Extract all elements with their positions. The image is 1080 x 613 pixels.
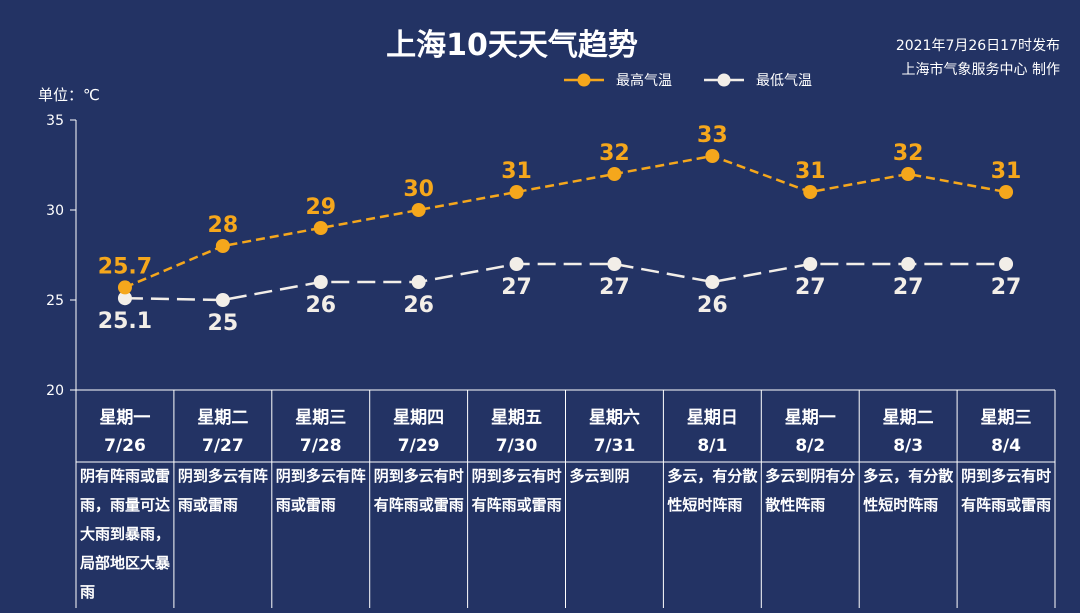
weekday-label: 星期三 — [295, 408, 346, 428]
date-label: 7/29 — [398, 436, 440, 456]
low-temp-point — [999, 257, 1014, 271]
weather-description: 多云，有分散性短时阵雨 — [863, 467, 954, 514]
low-temp-data-label: 25.1 — [98, 309, 152, 334]
low-temp-data-label: 27 — [501, 275, 532, 300]
date-label: 7/31 — [594, 436, 636, 456]
weekday-label: 星期一 — [99, 408, 150, 428]
high-temp-data-label: 28 — [208, 213, 239, 238]
weekday-label: 星期日 — [687, 408, 738, 428]
weekday-label: 星期三 — [981, 408, 1032, 428]
high-temp-point — [313, 221, 328, 235]
low-temp-point — [117, 291, 132, 306]
high-temp-data-label: 31 — [991, 159, 1022, 184]
weather-description: 阴到多云有阵雨或雷雨 — [275, 467, 366, 514]
low-temp-line — [124, 262, 1007, 302]
high-temp-data-label: 32 — [599, 141, 630, 166]
low-temp-data-label: 27 — [991, 275, 1022, 300]
weather-description: 阴到多云有阵雨或雷雨 — [177, 467, 268, 514]
weather-description: 阴有阵雨或雷雨，雨量可达大雨到暴雨，局部地区大暴雨 — [80, 467, 171, 601]
publish-info: 2021年7月26日17时发布 上海市气象服务中心 制作 — [896, 34, 1060, 82]
date-label: 7/26 — [104, 436, 146, 456]
legend-item-low: 最低气温 — [702, 70, 812, 90]
low-temp-point — [607, 257, 622, 271]
weather-description: 多云到阴 — [569, 467, 630, 485]
weather-description: 多云，有分散性短时阵雨 — [667, 467, 758, 514]
legend: 最高气温 最低气温 — [562, 70, 812, 90]
date-label: 8/4 — [991, 436, 1021, 456]
low-temp-data-label: 26 — [305, 293, 336, 318]
low-temp-data-label: 27 — [893, 275, 924, 300]
weekday-label: 星期二 — [883, 408, 934, 428]
low-temp-data-label: 27 — [599, 275, 630, 300]
legend-marker-low — [704, 73, 744, 87]
weekday-label: 星期六 — [589, 407, 640, 428]
high-temp-data-label: 25.7 — [98, 254, 152, 279]
legend-label-low: 最低气温 — [756, 73, 812, 89]
weekday-label: 星期二 — [197, 408, 248, 428]
high-temp-point — [901, 167, 916, 181]
high-temp-point — [509, 185, 524, 199]
low-temp-point — [803, 257, 818, 271]
weather-description: 阴到多云有时有阵雨或雷雨 — [471, 467, 562, 514]
high-temp-data-label: 33 — [697, 123, 728, 148]
high-temp-point — [705, 149, 720, 163]
high-temp-point — [803, 185, 818, 199]
publisher: 上海市气象服务中心 制作 — [901, 62, 1060, 78]
weekday-label: 星期一 — [785, 408, 836, 428]
high-temp-data-label: 31 — [795, 159, 826, 184]
high-temp-data-label: 31 — [501, 159, 532, 184]
date-label: 7/28 — [300, 436, 342, 456]
high-temp-data-label: 29 — [305, 195, 336, 220]
weather-description: 阴到多云有时有阵雨或雷雨 — [961, 467, 1052, 514]
low-temp-point — [215, 293, 230, 307]
high-temp-data-label: 30 — [403, 177, 434, 202]
high-temp-line — [124, 154, 1007, 289]
unit-label: 单位：℃ — [38, 86, 100, 104]
low-temp-data-label: 26 — [403, 293, 434, 318]
low-temp-point — [313, 275, 328, 289]
date-label: 7/30 — [496, 436, 538, 456]
publish-time: 2021年7月26日17时发布 — [895, 38, 1060, 54]
legend-marker-high — [564, 73, 604, 87]
high-temp-point — [607, 167, 622, 181]
high-temp-point — [411, 203, 426, 217]
y-tick-label: 30 — [46, 203, 64, 219]
low-temp-data-label: 26 — [697, 293, 728, 318]
low-temp-point — [901, 257, 916, 271]
date-label: 8/3 — [893, 436, 923, 456]
low-temp-point — [705, 275, 720, 289]
date-label: 7/27 — [202, 436, 244, 456]
weather-description: 多云到阴有分散性阵雨 — [765, 467, 856, 514]
legend-item-high: 最高气温 — [562, 70, 672, 90]
low-temp-data-label: 27 — [795, 275, 826, 300]
weather-description: 阴到多云有时有阵雨或雷雨 — [373, 467, 464, 514]
weekday-label: 星期四 — [393, 408, 444, 428]
date-label: 8/2 — [795, 436, 825, 456]
low-temp-point — [411, 275, 426, 289]
high-temp-point — [215, 239, 230, 253]
high-temp-point — [999, 185, 1014, 199]
date-label: 8/1 — [697, 436, 727, 456]
weekday-label: 星期五 — [491, 408, 542, 428]
high-temp-data-label: 32 — [893, 141, 924, 166]
y-tick-label: 35 — [46, 113, 64, 129]
legend-label-high: 最高气温 — [616, 73, 672, 89]
y-tick-label: 20 — [46, 383, 64, 399]
high-temp-point — [117, 280, 132, 295]
low-temp-data-label: 25 — [208, 311, 239, 336]
low-temp-point — [509, 257, 524, 271]
y-tick-label: 25 — [46, 293, 64, 309]
chart-title: 上海10天天气趋势 — [386, 28, 638, 63]
